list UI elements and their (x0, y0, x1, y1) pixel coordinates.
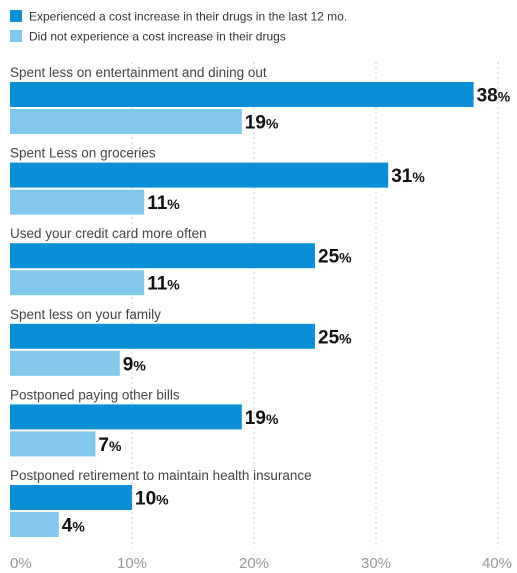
bar (10, 485, 132, 510)
x-axis: 0% 10% 20% 30% 40% (10, 555, 512, 572)
x-tick-label: 0% (10, 555, 32, 572)
x-tick-label: 30% (361, 555, 391, 572)
category-label: Spent Less on groceries (10, 146, 156, 161)
bar (10, 431, 95, 456)
bar (10, 324, 315, 349)
x-tick-label: 40% (482, 555, 512, 572)
bar (10, 109, 242, 134)
legend: Experienced a cost increase in their dru… (10, 10, 347, 44)
legend-label: Experienced a cost increase in their dru… (29, 10, 347, 24)
category-label: Used your credit card more often (10, 226, 207, 241)
bar (10, 512, 59, 537)
category-label: Spent less on entertainment and dining o… (10, 65, 267, 80)
bar (10, 163, 388, 188)
category-label: Postponed retirement to maintain health … (10, 468, 312, 483)
bar (10, 351, 120, 376)
value-label: 19% (245, 113, 279, 134)
bar (10, 270, 144, 295)
bar (10, 190, 144, 215)
legend-swatch (10, 10, 22, 22)
value-label: 25% (318, 327, 352, 348)
value-label: 10% (135, 489, 169, 510)
value-label: 31% (391, 166, 425, 187)
value-label: 11% (147, 193, 180, 214)
category-label: Postponed paying other bills (10, 387, 180, 402)
value-label: 9% (123, 354, 147, 375)
bar (10, 82, 474, 107)
value-label: 11% (147, 274, 180, 295)
legend-label: Did not experience a cost increase in th… (29, 30, 286, 44)
bar (10, 404, 242, 429)
value-label: 7% (98, 435, 122, 456)
value-label: 4% (62, 516, 86, 537)
value-label: 25% (318, 247, 352, 268)
x-tick-label: 20% (239, 555, 269, 572)
bars: Spent less on entertainment and dining o… (10, 65, 511, 537)
legend-swatch (10, 30, 22, 42)
bar (10, 243, 315, 268)
x-tick-label: 10% (117, 555, 147, 572)
category-label: Spent less on your family (10, 307, 161, 322)
value-label: 38% (477, 86, 511, 107)
value-label: 19% (245, 408, 279, 429)
